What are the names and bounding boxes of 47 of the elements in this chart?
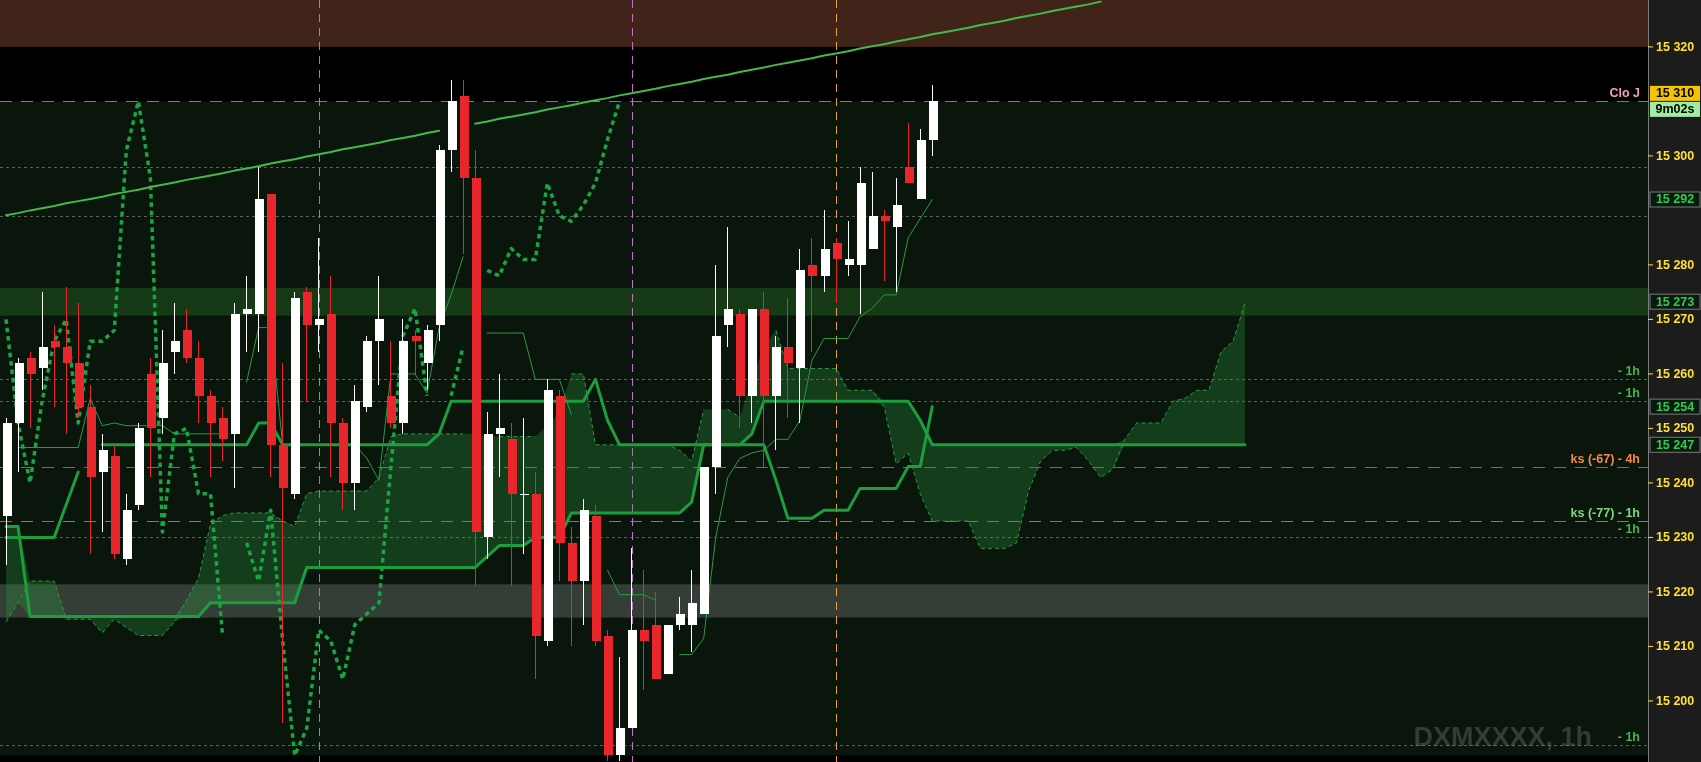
candlestick xyxy=(63,286,72,435)
candlestick xyxy=(496,373,505,478)
y-tick-label: 15 200 xyxy=(1656,693,1695,708)
y-tick-label: 15 280 xyxy=(1656,257,1695,272)
y-tick-label: 15 220 xyxy=(1656,584,1695,599)
candlestick xyxy=(724,226,733,348)
y-tick-label: 15 210 xyxy=(1656,639,1695,654)
y-tick-label: 15 300 xyxy=(1656,148,1695,163)
candlestick xyxy=(315,237,324,353)
candlestick xyxy=(881,209,890,282)
ref-line-label: - 1h xyxy=(1617,729,1640,744)
ref-line-label: - 1h xyxy=(1617,386,1640,401)
ref-line-label: ks (-77) - 1h xyxy=(1570,506,1640,521)
candlestick xyxy=(27,351,36,429)
candlestick xyxy=(171,302,180,375)
candlestick xyxy=(905,122,914,184)
ref-line-label: - 1h xyxy=(1617,364,1640,379)
candlestick xyxy=(99,433,108,533)
candlestick xyxy=(688,569,697,653)
candlestick xyxy=(51,324,60,408)
text: 15 273 xyxy=(1655,294,1695,309)
candlestick xyxy=(219,406,228,462)
text: 9m02s xyxy=(1655,102,1695,117)
y-tick-label: 15 240 xyxy=(1656,475,1695,490)
candlestick xyxy=(375,275,384,386)
y-tick-label: 15 320 xyxy=(1656,39,1695,54)
ref-line-label: - 1h xyxy=(1617,522,1640,537)
text: 15 292 xyxy=(1655,192,1695,207)
text: 15 310 xyxy=(1655,86,1695,101)
candlestick xyxy=(833,237,842,304)
y-tick-label: 15 250 xyxy=(1656,421,1695,436)
candlestick xyxy=(640,569,649,691)
candlestick xyxy=(279,362,288,724)
y-tick-label: 15 260 xyxy=(1656,366,1695,381)
candlestick xyxy=(676,596,685,631)
text: 15 247 xyxy=(1655,437,1695,452)
candlestick xyxy=(39,291,48,391)
candlestick xyxy=(784,297,793,419)
text: 15 254 xyxy=(1655,399,1695,414)
y-tick-label: 15 230 xyxy=(1656,530,1695,545)
candlestick xyxy=(808,237,817,353)
ref-line-label: ks (-67) - 4h xyxy=(1570,451,1640,466)
candlestick xyxy=(845,220,854,277)
y-tick-label: 15 270 xyxy=(1656,312,1695,327)
ref-line-label: Clo J xyxy=(1609,86,1641,101)
candlestick xyxy=(893,177,902,293)
candlestick xyxy=(412,329,421,375)
